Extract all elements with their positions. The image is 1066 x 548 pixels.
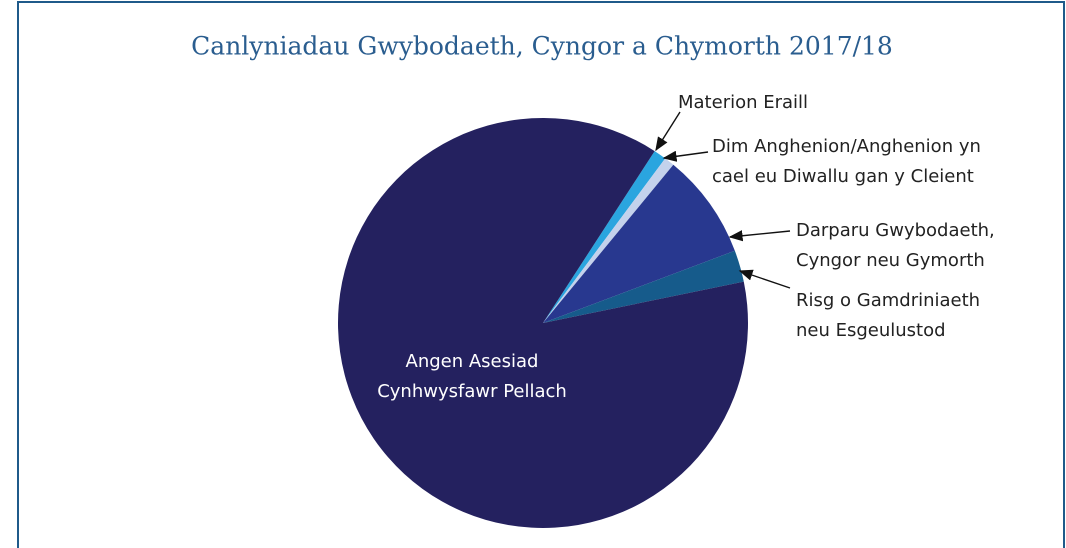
chart-title: Canlyniadau Gwybodaeth, Cyngor a Chymort… <box>191 32 893 61</box>
slice-label: Cyngor neu Gymorth <box>796 250 985 271</box>
slice-label: Angen Asesiad <box>406 351 539 372</box>
label-arrow <box>662 150 709 162</box>
label-arrow <box>728 230 791 242</box>
pie-slice <box>543 151 666 323</box>
pie-slice <box>338 118 749 529</box>
pie-slice <box>543 158 674 323</box>
pie-slice <box>543 250 744 323</box>
pie-slice <box>543 164 735 323</box>
slice-label: cael eu Diwallu gan y Cleient <box>712 166 974 187</box>
slice-label: neu Esgeulustod <box>796 320 946 341</box>
frame <box>17 1 1065 548</box>
label-arrow <box>655 111 681 152</box>
slice-label: Darparu Gwybodaeth, <box>796 220 995 241</box>
slice-label: Cynhwysfawr Pellach <box>377 381 567 402</box>
slice-label: Risg o Gamdriniaeth <box>796 290 980 311</box>
slice-label: Dim Anghenion/Anghenion yn <box>712 136 981 157</box>
slice-label: Materion Eraill <box>678 92 808 113</box>
label-arrow <box>738 269 791 289</box>
